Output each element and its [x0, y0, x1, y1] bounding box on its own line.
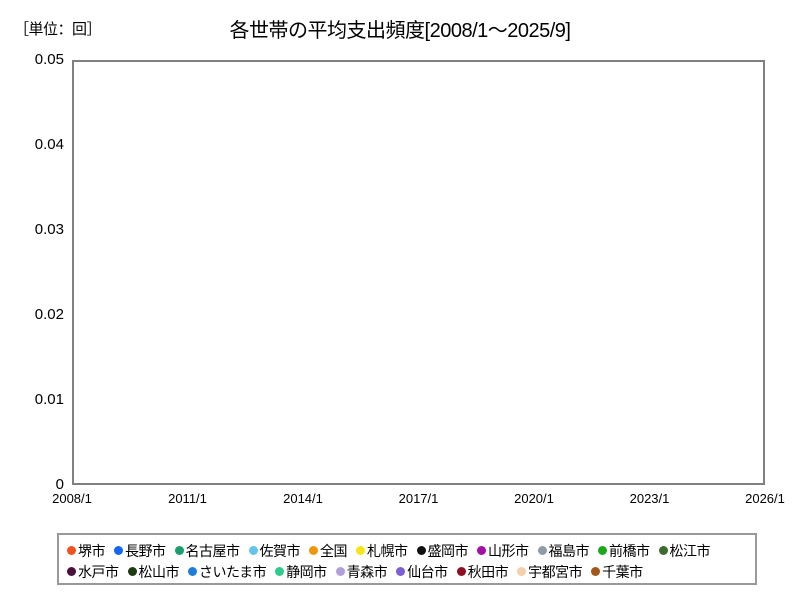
legend-marker-icon [67, 546, 76, 555]
legend-item[interactable]: 長野市 [114, 544, 166, 558]
legend-marker-icon [658, 546, 668, 555]
plot-area [72, 60, 765, 485]
legend-marker-icon [591, 567, 601, 576]
y-axis-tick-label: 0.02 [34, 306, 64, 323]
legend-label: 長野市 [125, 542, 166, 559]
legend-marker-icon [517, 567, 527, 576]
unit-label: ［単位：回］ [14, 21, 102, 38]
legend-item[interactable]: 前橋市 [598, 544, 650, 558]
legend-marker-icon [456, 567, 466, 576]
legend-item[interactable]: 静岡市 [275, 565, 327, 579]
legend-item[interactable]: 名古屋市 [174, 542, 241, 559]
legend-item[interactable]: 札幌市 [356, 544, 408, 558]
plot-frame [72, 60, 765, 485]
legend-item[interactable]: 盛岡市 [416, 542, 469, 559]
legend-marker-icon [174, 546, 184, 555]
legend-item[interactable]: 仙台市 [396, 565, 448, 579]
legend-marker-icon [67, 567, 76, 576]
legend-marker-icon [188, 567, 197, 576]
x-axis-tick-label: 2023/1 [629, 491, 670, 506]
legend-label: 松江市 [669, 542, 711, 559]
legend-label: 堺市 [78, 542, 106, 559]
legend-item[interactable]: 堺市 [67, 542, 106, 559]
x-axis-tick-label: 2017/1 [398, 491, 439, 506]
y-axis-tick-label: 0.04 [34, 136, 64, 153]
legend-marker-icon [396, 567, 406, 576]
chart-legend: 堺市 長野市 名古屋市 佐賀市 全国 札幌市 盛岡市 山形市 福島市 前橋市 松江市 水戸市 松山市 さ… [57, 533, 757, 585]
legend-label: 松山市 [138, 563, 180, 580]
legend-label: 山形市 [488, 542, 529, 559]
legend-label: 盛岡市 [427, 542, 469, 559]
x-axis-tick-label: 2014/1 [283, 491, 323, 506]
chart-title: 各世帯の平均支出頻度[2008/1～2025/9] [229, 20, 571, 42]
legend-item[interactable]: 松山市 [127, 563, 180, 580]
legend-item[interactable]: 青森市 [335, 563, 388, 580]
legend-label: 宇都宮市 [528, 563, 583, 580]
legend-marker-icon [248, 546, 258, 555]
legend-item[interactable]: さいたま市 [188, 563, 267, 580]
legend-marker-icon [356, 546, 365, 555]
legend-item[interactable]: 千葉市 [591, 565, 643, 579]
legend-label: 青森市 [346, 563, 388, 580]
legend-label: 福島市 [548, 542, 590, 559]
y-axis-tick-label: 0.01 [34, 391, 64, 408]
legend-label: 千葉市 [602, 563, 643, 580]
legend-marker-icon [598, 546, 607, 555]
y-axis-tick-label: 0.05 [34, 51, 64, 68]
legend-label: 佐賀市 [259, 542, 301, 559]
x-axis-tick-label: 2020/1 [514, 491, 554, 506]
legend-marker-icon [275, 567, 285, 576]
legend-item[interactable]: 山形市 [477, 544, 529, 558]
legend-label: さいたま市 [199, 563, 267, 580]
legend-marker-icon [416, 546, 426, 555]
legend-item[interactable]: 秋田市 [456, 563, 509, 580]
y-axis-tick-label: 0.03 [34, 221, 64, 238]
legend-row-1: 堺市 長野市 名古屋市 佐賀市 全国 札幌市 盛岡市 山形市 福島市 前橋市 松江市 [67, 540, 749, 561]
legend-item[interactable]: 水戸市 [67, 565, 119, 579]
legend-label: 札幌市 [367, 542, 408, 559]
legend-label: 静岡市 [286, 563, 327, 580]
legend-item[interactable]: 宇都宮市 [517, 563, 583, 580]
legend-item[interactable]: 松江市 [658, 542, 711, 559]
legend-label: 仙台市 [407, 563, 448, 580]
legend-marker-icon [309, 546, 318, 555]
legend-marker-icon [477, 546, 486, 555]
legend-marker-icon [537, 546, 547, 555]
legend-marker-icon [114, 546, 123, 555]
legend-marker-icon [127, 567, 137, 576]
x-axis-tick-label: 2011/1 [168, 491, 207, 506]
y-axis-tick-label: 0 [55, 476, 64, 493]
x-axis-tick-label: 2026/1 [745, 491, 785, 506]
legend-item[interactable]: 佐賀市 [248, 542, 301, 559]
legend-label: 前橋市 [609, 542, 650, 559]
legend-row-2: 水戸市 松山市 さいたま市 静岡市 青森市 仙台市 秋田市 宇都宮市 千葉市 [67, 561, 749, 582]
legend-label: 秋田市 [467, 563, 509, 580]
legend-item[interactable]: 全国 [309, 542, 348, 559]
legend-label: 全国 [320, 542, 348, 559]
x-axis-tick-label: 2008/1 [52, 491, 92, 506]
legend-label: 名古屋市 [185, 542, 241, 559]
legend-item[interactable]: 福島市 [537, 542, 590, 559]
legend-marker-icon [335, 567, 345, 576]
legend-label: 水戸市 [78, 563, 119, 580]
